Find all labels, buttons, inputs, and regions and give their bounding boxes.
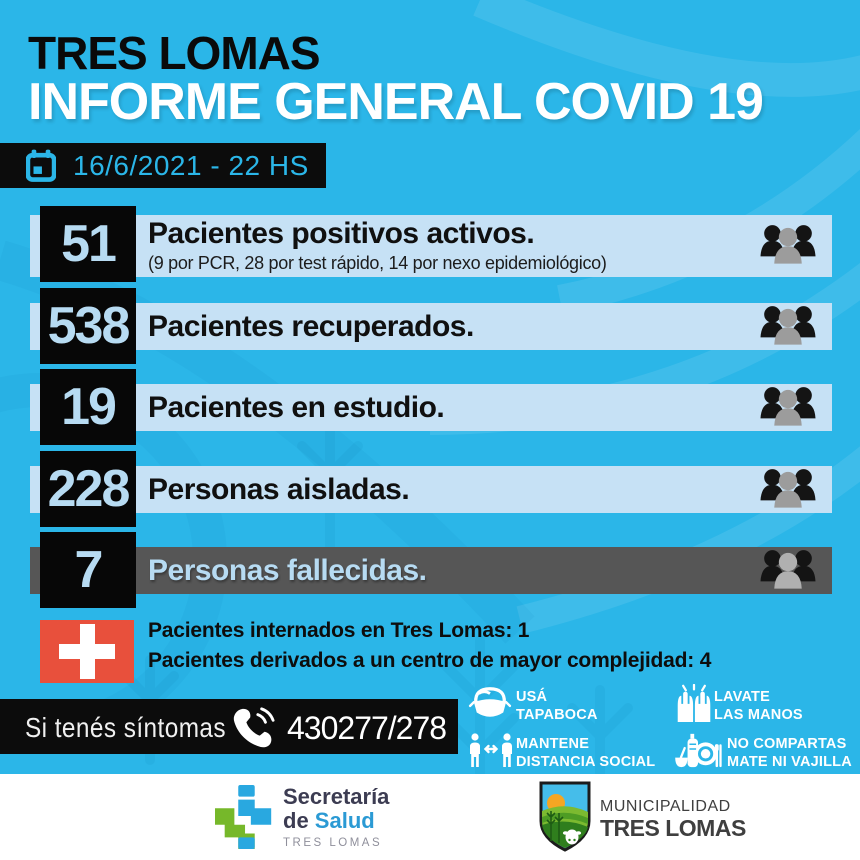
prevention-item-distancia: MANTENE DISTANCIA SOCIAL	[516, 736, 655, 771]
hospitalization-line2: Pacientes derivados a un centro de mayor…	[148, 649, 712, 672]
prevention-line1: LAVATE	[714, 689, 770, 705]
stat-bar-aisladas: Personas aisladas.	[30, 466, 832, 513]
stat-value: 19	[61, 378, 117, 436]
prevention-line2: TAPABOCA	[516, 706, 598, 723]
report-date: 16/6/2021 - 22 HS	[73, 149, 309, 181]
stat-label: Personas fallecidas.	[148, 553, 427, 587]
report-title: INFORME GENERAL COVID 19	[28, 73, 764, 131]
hospitalization-note: Pacientes internados en Tres Lomas: 1 Pa…	[148, 616, 711, 676]
social-distance-icon	[468, 733, 514, 772]
secretaria-salud: Salud	[314, 808, 375, 833]
stat-sublabel: (9 por PCR, 28 por test rápido, 14 por n…	[148, 252, 607, 273]
municipality-line2: TRES LOMAS	[600, 815, 746, 841]
contact-bar: Si tenés síntomas 430277/278	[0, 699, 458, 754]
stat-bar-estudio: Pacientes en estudio.	[30, 384, 832, 431]
municipality-logo-text: MUNICIPALIDAD TRES LOMAS	[600, 797, 746, 840]
people-icon	[760, 383, 816, 432]
prevention-line1: MANTENE	[516, 736, 590, 752]
stat-label: Pacientes en estudio.	[148, 390, 445, 424]
mask-icon	[468, 686, 512, 727]
phone-number: 430277/278	[287, 710, 447, 746]
stat-value: 228	[47, 460, 131, 518]
health-secretary-logo-icon	[215, 785, 277, 854]
people-icon	[760, 222, 816, 271]
stat-value-box: 19	[40, 369, 136, 445]
secretaria-line1: Secretaría	[283, 784, 390, 809]
contact-prompt: Si tenés síntomas	[25, 712, 227, 743]
washing-hands-icon	[674, 683, 714, 727]
hospitalization-line1: Pacientes internados en Tres Lomas: 1	[148, 619, 530, 642]
stat-label: Pacientes recuperados.	[148, 309, 474, 343]
prevention-line1: NO COMPARTAS	[727, 736, 847, 752]
prevention-line2: MATE NI VAJILLA	[727, 753, 852, 770]
prevention-line2: LAS MANOS	[714, 706, 803, 723]
stat-bar-fallecidas: Personas fallecidas.	[30, 547, 832, 594]
secretaria-de: de	[283, 808, 315, 833]
prevention-item-mate: NO COMPARTAS MATE NI VAJILLA	[727, 736, 852, 771]
people-icon	[760, 546, 816, 595]
people-icon	[760, 465, 816, 514]
stat-value-box: 51	[40, 206, 136, 282]
stat-value: 51	[61, 215, 117, 273]
stat-value: 538	[47, 297, 131, 355]
stat-label: Personas aisladas.	[148, 472, 410, 506]
location-title: TRES LOMAS	[28, 27, 321, 79]
calendar-icon	[26, 149, 56, 182]
stat-bar-positivos: Pacientes positivos activos. (9 por PCR,…	[30, 215, 832, 277]
municipality-line1: MUNICIPALIDAD	[600, 798, 731, 815]
stat-value: 7	[74, 541, 104, 599]
stat-value-box: 538	[40, 288, 136, 364]
prevention-item-tapaboca: USÁ TAPABOCA	[516, 689, 598, 724]
stat-value-box: 7	[40, 532, 136, 608]
prevention-item-manos: LAVATE LAS MANOS	[714, 689, 803, 724]
secretaria-line3: TRES LOMAS	[283, 837, 383, 849]
footer: Secretaría de Salud TRES LOMAS	[0, 774, 860, 860]
stat-bar-recuperados: Pacientes recuperados.	[30, 303, 832, 350]
prevention-line1: USÁ	[516, 689, 548, 705]
people-icon	[760, 302, 816, 351]
secretaria-line2: de Salud	[283, 809, 389, 833]
stat-value-box: 228	[40, 451, 136, 527]
municipality-shield-icon	[539, 781, 591, 858]
medical-cross-icon	[40, 620, 134, 683]
phone-icon	[231, 706, 277, 753]
mate-icon	[674, 731, 722, 774]
stat-label: Pacientes positivos activos.	[148, 217, 535, 251]
date-bar: 16/6/2021 - 22 HS	[0, 143, 326, 188]
health-secretary-logo-text: Secretaría de Salud TRES LOMAS	[283, 784, 390, 850]
prevention-line2: DISTANCIA SOCIAL	[516, 753, 656, 770]
